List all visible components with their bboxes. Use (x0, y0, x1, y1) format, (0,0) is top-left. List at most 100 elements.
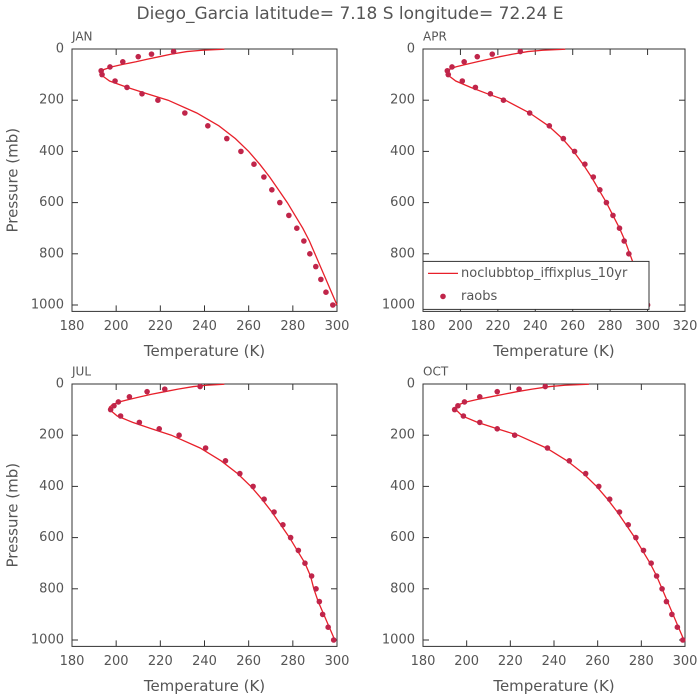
obs-point (455, 402, 461, 409)
obs-point (144, 388, 150, 395)
x-tick-label: 300 (325, 654, 350, 669)
obs-point (566, 458, 573, 464)
obs-point (202, 445, 209, 451)
x-tick-label: 180 (60, 319, 85, 334)
legend-label: raobs (461, 289, 498, 304)
obs-point (156, 426, 163, 432)
obs-point (330, 302, 336, 308)
obs-point (526, 110, 533, 116)
y-tick-label: 200 (39, 428, 64, 443)
obs-point (590, 174, 597, 180)
y-tick-label: 0 (56, 42, 64, 57)
obs-point (459, 78, 466, 84)
y-tick-label: 200 (39, 93, 64, 108)
x-tick-label: 300 (673, 654, 698, 669)
obs-point (107, 64, 113, 70)
y-tick-label: 0 (407, 377, 415, 392)
obs-point (595, 483, 602, 490)
obs-point (653, 573, 660, 579)
obs-point (451, 406, 458, 413)
obs-point (542, 383, 549, 390)
obs-point (119, 59, 126, 65)
x-tick-label: 260 (236, 654, 261, 669)
obs-point (124, 84, 130, 91)
y-tick-label: 400 (390, 479, 415, 494)
obs-point (603, 199, 610, 206)
x-tick-label: 240 (542, 654, 567, 669)
panel-title: OCT (423, 365, 449, 379)
obs-point (640, 547, 647, 554)
obs-point (115, 399, 122, 405)
x-tick-label: 280 (280, 319, 305, 334)
y-tick-label: 400 (39, 479, 64, 494)
obs-point (271, 509, 277, 515)
x-tick-label: 320 (673, 319, 698, 334)
obs-point (325, 624, 331, 630)
obs-point (516, 386, 522, 392)
model-line (100, 48, 338, 306)
obs-point (307, 251, 313, 257)
obs-point (648, 560, 654, 566)
obs-point (494, 426, 501, 432)
x-axis-label: Temperature (K) (143, 342, 265, 360)
obs-point (560, 135, 567, 142)
obs-point (487, 91, 494, 97)
plot-frame (422, 48, 686, 312)
x-tick-label: 180 (411, 319, 436, 334)
obs-point (444, 67, 451, 74)
legend-label: noclubbtop_iffixplus_10yr (461, 266, 628, 281)
obs-point (313, 586, 319, 592)
obs-point (633, 534, 639, 541)
obs-point (238, 148, 244, 155)
obs-point (308, 573, 315, 579)
y-tick-label: 1000 (31, 298, 64, 313)
y-axis-label: Pressure (mb) (4, 463, 22, 568)
x-tick-label: 260 (585, 654, 610, 669)
obs-point (205, 123, 211, 129)
obs-point (517, 48, 524, 55)
obs-point (659, 586, 665, 592)
x-tick-label: 260 (236, 319, 261, 334)
obs-point (680, 637, 686, 643)
x-axis-label: Temperature (K) (492, 342, 614, 360)
obs-point (280, 522, 286, 528)
obs-point (476, 394, 483, 400)
y-tick-label: 800 (390, 581, 415, 596)
obs-point (546, 123, 553, 129)
obs-point (261, 174, 267, 180)
x-tick-label: 280 (280, 654, 305, 669)
y-tick-label: 200 (390, 428, 415, 443)
obs-point (669, 611, 675, 618)
obs-point (176, 432, 182, 439)
obs-point (489, 51, 496, 57)
y-tick-label: 600 (390, 195, 415, 210)
y-tick-label: 1000 (31, 633, 64, 648)
x-tick-label: 280 (629, 654, 654, 669)
y-tick-label: 600 (390, 530, 415, 545)
obs-point (461, 59, 467, 65)
figure-title: Diego_Garcia latitude= 7.18 S longitude=… (137, 4, 564, 24)
y-tick-label: 400 (39, 144, 64, 159)
obs-point (449, 64, 455, 70)
obs-point (170, 48, 177, 55)
obs-point (582, 161, 588, 167)
y-tick-label: 400 (390, 144, 415, 159)
x-tick-label: 240 (192, 654, 217, 669)
obs-point (610, 212, 616, 219)
x-tick-label: 220 (148, 319, 173, 334)
panel: JUL 0 200 400 600 800 1000 180 200 220 240 260 280 30… (4, 365, 350, 695)
panel: APR 0 200 400 600 800 1000 180 200 220 240 260 280 30… (382, 30, 698, 360)
x-tick-label: 200 (104, 654, 129, 669)
obs-point (323, 289, 329, 296)
obs-point (472, 84, 479, 91)
y-tick-label: 1000 (382, 298, 415, 313)
x-tick-label: 200 (104, 319, 129, 334)
x-tick-label: 240 (523, 319, 548, 334)
obs-point (139, 91, 145, 97)
y-tick-label: 800 (39, 246, 64, 261)
plot-frame (422, 383, 686, 647)
obs-point (626, 251, 632, 257)
obs-point (460, 413, 467, 419)
obs-point (136, 419, 143, 426)
x-axis-label: Temperature (K) (143, 677, 265, 695)
